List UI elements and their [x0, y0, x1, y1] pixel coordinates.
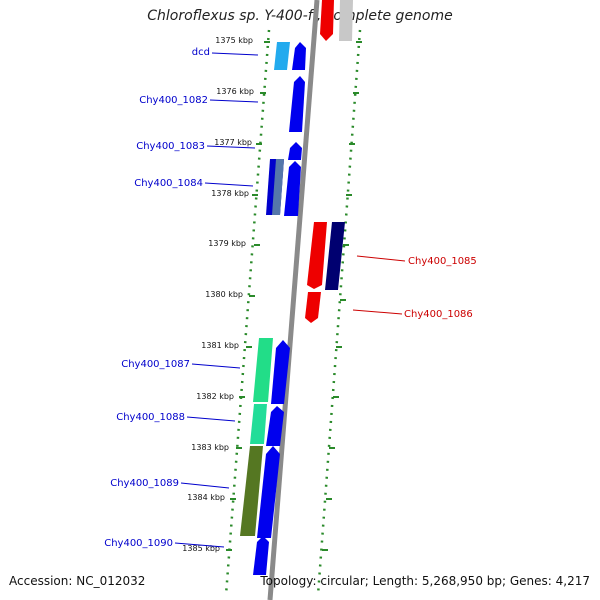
gene-block-1084-shade — [272, 159, 284, 215]
map-title: Chloroflexus sp. Y-400-fl, complete geno… — [147, 8, 453, 24]
topology-text: Topology: circular; Length: 5,268,950 bp… — [260, 574, 590, 588]
tick-label: 1383 kbp — [191, 443, 229, 452]
gene-arrow-forward — [271, 340, 290, 404]
tick-label: 1378 kbp — [211, 189, 249, 198]
gene-arrow-reverse — [320, 0, 334, 41]
reverse-genes — [305, 0, 353, 323]
gene-arrow-forward — [266, 406, 284, 446]
gene-label: Chy400_1090 — [104, 538, 173, 549]
leader-line — [352, 309, 403, 315]
tick-label: 1381 kbp — [201, 341, 239, 350]
leader-line — [206, 145, 256, 149]
tick-label: 1384 kbp — [187, 493, 225, 502]
leader-line — [356, 255, 406, 262]
gene-block-1088 — [250, 404, 267, 444]
inner-dotted-ring — [224, 29, 271, 596]
outer-dotted-ring — [316, 29, 362, 596]
gene-label: Chy400_1088 — [116, 412, 185, 423]
gene-arrow-reverse — [305, 292, 321, 323]
gene-label: Chy400_1087 — [121, 359, 190, 370]
gene-arrow-forward — [253, 536, 269, 575]
gene-block-1089 — [240, 446, 263, 536]
gene-label: Chy400_1083 — [136, 141, 205, 152]
gene-label: Chy400_1082 — [139, 95, 208, 106]
leader-line — [174, 542, 225, 548]
gene-arrow-reverse — [325, 222, 345, 290]
tick-labels: 1375 kbp 1376 kbp 1377 kbp 1378 kbp 1379… — [182, 36, 254, 553]
tick-label: 1380 kbp — [205, 290, 243, 299]
gene-label: Chy400_1084 — [134, 178, 203, 189]
leader-lines — [174, 52, 406, 548]
leader-line — [209, 99, 259, 103]
forward-genes — [240, 42, 306, 575]
gene-labels: dcd Chy400_1082 Chy400_1083 Chy400_1084 … — [104, 47, 477, 549]
gene-arrow-forward — [289, 76, 305, 132]
gene-label: Chy400_1089 — [110, 478, 179, 489]
gene-label: Chy400_1086 — [404, 309, 473, 320]
leader-line — [191, 363, 241, 369]
leader-line — [180, 482, 230, 489]
gene-arrow-forward — [292, 42, 306, 70]
gene-block-dcd — [274, 42, 290, 70]
leader-line — [204, 182, 254, 187]
tick-label: 1377 kbp — [214, 138, 252, 147]
accession-text: Accession: NC_012032 — [9, 574, 146, 588]
genome-backbone — [267, 0, 320, 600]
tick-label: 1376 kbp — [216, 87, 254, 96]
leader-line — [186, 416, 236, 422]
leader-line — [211, 52, 259, 56]
gene-block-1087 — [253, 338, 273, 402]
gene-arrow-forward — [257, 446, 280, 538]
gene-label: Chy400_1085 — [408, 256, 477, 267]
gene-arrow-reverse — [339, 0, 353, 41]
tick-label: 1375 kbp — [215, 36, 253, 45]
tick-label: 1385 kbp — [182, 544, 220, 553]
tick-label: 1382 kbp — [196, 392, 234, 401]
gene-arrow-reverse — [307, 222, 327, 289]
tick-label: 1379 kbp — [208, 239, 246, 248]
gene-arrow-forward — [288, 142, 302, 160]
tick-marks — [226, 41, 362, 551]
gene-label-dcd: dcd — [192, 47, 210, 58]
gene-arrow-forward — [284, 161, 301, 216]
